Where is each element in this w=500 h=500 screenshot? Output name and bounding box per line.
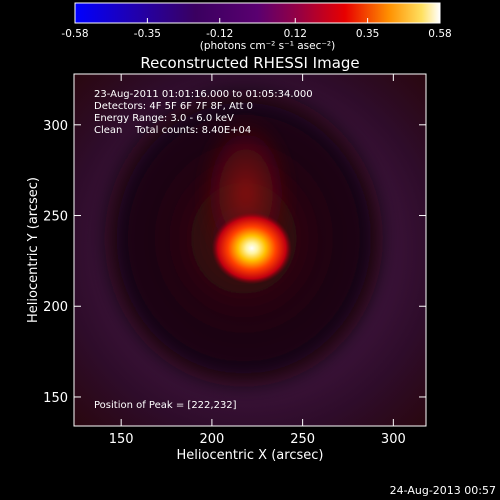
colorbar-tick-label: 0.12	[284, 28, 307, 40]
x-axis-label: Heliocentric X (arcsec)	[177, 448, 324, 463]
y-axis-ticks: 150 200 250 300	[43, 119, 426, 406]
colorbar-tick-label: 0.58	[428, 28, 451, 40]
x-tick-label: 250	[290, 432, 315, 447]
colorbar-tick-label: -0.12	[206, 28, 233, 40]
colorbar	[75, 3, 440, 23]
timestamp: 24-Aug-2013 00:57	[390, 484, 496, 497]
heatmap-peak-source	[211, 212, 292, 285]
y-tick-label: 250	[43, 210, 68, 225]
colorbar-tick-label: -0.58	[61, 28, 88, 40]
y-tick-label: 200	[43, 300, 68, 315]
colorbar-frame	[74, 2, 441, 24]
annotation-line: Detectors: 4F 5F 6F 7F 8F, Att 0	[94, 101, 253, 112]
peak-position-label: Position of Peak = [222,232]	[94, 400, 237, 411]
colorbar-tick-label: -0.35	[134, 28, 161, 40]
plot-frame	[73, 73, 427, 427]
annotation-line: Clean Total counts: 8.40E+04	[94, 125, 251, 136]
x-tick-label: 200	[199, 432, 224, 447]
annotation-line: Energy Range: 3.0 - 6.0 keV	[94, 113, 234, 124]
colorbar-units-label: (photons cm⁻² s⁻¹ asec⁻²)	[200, 40, 335, 52]
annotation-line: 23-Aug-2011 01:01:16.000 to 01:05:34.000	[94, 89, 313, 100]
heatmap-image	[74, 74, 426, 426]
y-axis-label: Heliocentric Y (arcsec)	[26, 177, 41, 323]
y-tick-label: 300	[43, 119, 68, 134]
colorbar-tick-label: 0.35	[356, 28, 379, 40]
x-tick-label: 150	[109, 432, 134, 447]
chart-title: Reconstructed RHESSI Image	[140, 54, 359, 72]
x-axis-ticks: 150 200 250 300	[109, 74, 406, 447]
x-tick-label: 300	[381, 432, 406, 447]
annotation-block: 23-Aug-2011 01:01:16.000 to 01:05:34.000…	[94, 89, 313, 136]
colorbar-ticks: -0.58 -0.35 -0.12 0.12 0.35 0.58	[61, 18, 452, 40]
y-tick-label: 150	[43, 391, 68, 406]
